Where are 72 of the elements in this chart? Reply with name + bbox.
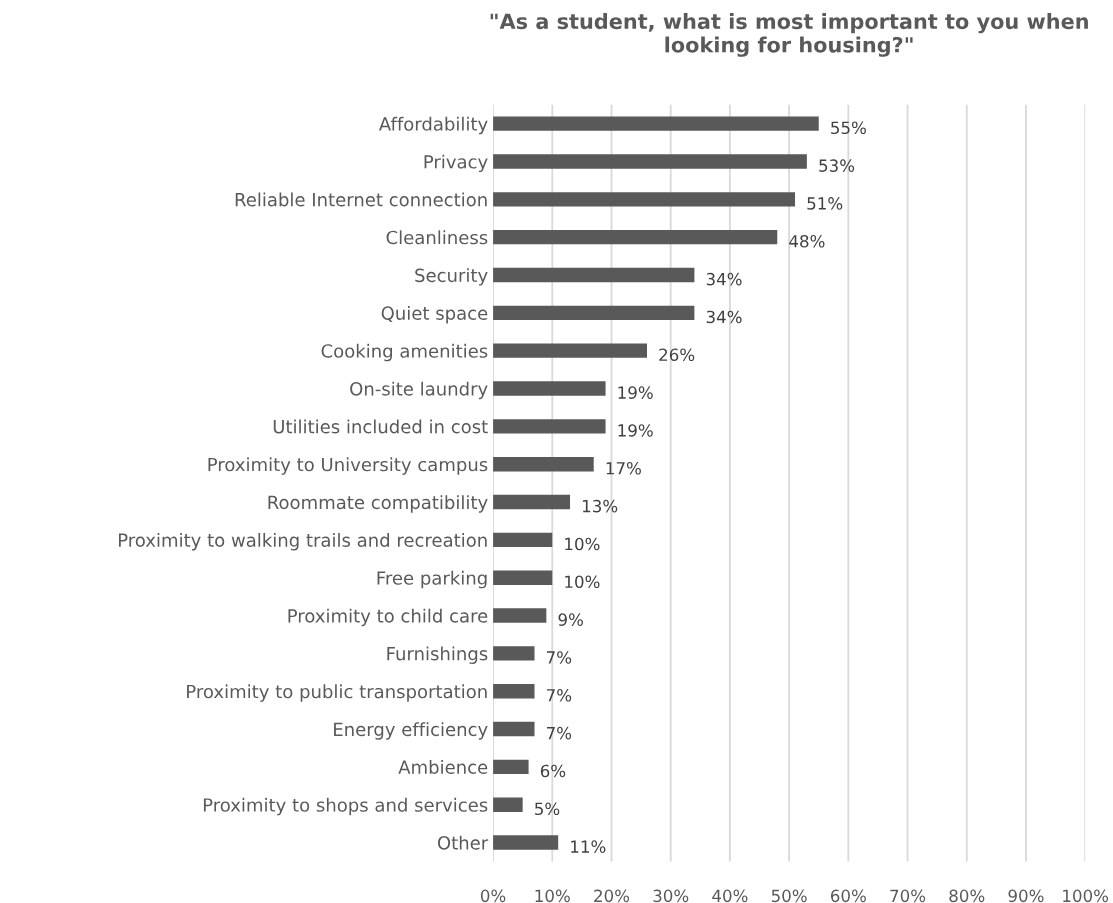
y-tick-label: Privacy [424,154,488,173]
y-tick-label: Proximity to shops and services [203,797,488,816]
y-tick-label: Proximity to child care [288,608,488,627]
data-label: 10% [565,575,600,589]
data-label: 19% [618,386,653,399]
y-tick-label: Energy efficiency [334,722,488,740]
data-label: 53% [819,159,855,172]
bar [493,343,648,358]
y-tick-label: Cooking amenities [321,343,488,362]
bar [493,267,695,283]
x-tick-label: 90% [1008,889,1044,903]
y-tick-label: Free parking [377,570,487,589]
x-tick-label: 20% [594,889,630,903]
bar [493,835,559,850]
x-tick-label: 80% [949,889,985,903]
data-label: 7% [546,688,572,702]
bar [493,457,594,472]
y-tick-label: Utilities included in cost [273,419,488,434]
data-label: 34% [706,272,742,286]
x-tick-label: 70% [890,889,926,903]
data-label: 26% [659,348,695,362]
bar [493,494,571,510]
data-label: 51% [807,197,843,210]
data-label: 5% [535,802,560,816]
bar [493,154,807,169]
bar [493,570,553,585]
bar [493,419,606,434]
bar [493,608,547,623]
y-tick-label: Proximity to University campus [208,457,488,475]
x-tick-label: 30% [653,889,689,903]
data-label: 10% [565,537,600,551]
y-tick-label: Security [415,268,488,286]
y-tick-label: Cleanliness [386,230,488,245]
y-tick-label: Proximity to public transportation [187,684,487,702]
y-tick-label: Quiet space [381,305,488,324]
y-tick-label: Ambience [398,760,488,774]
x-tick-label: 0% [480,889,506,903]
bar [493,116,819,131]
bar [493,721,535,737]
data-label: 19% [618,424,653,437]
data-label: 11% [571,840,606,853]
bar [493,684,535,699]
bar [493,532,553,548]
data-label: 17% [606,461,641,475]
y-tick-label: Furnishings [387,646,488,664]
data-label: 13% [582,499,618,513]
x-tick-label: 40% [712,889,748,903]
data-label: 9% [558,613,583,626]
data-label: 34% [706,310,742,324]
data-label: 6% [540,764,566,778]
bar [493,646,535,661]
y-tick-label: Reliable Internet connection [235,192,487,207]
x-tick-label: 50% [771,889,807,903]
y-tick-label: Proximity to walking trails and recreation [118,533,487,551]
bar [493,759,529,775]
data-label: 7% [546,726,572,740]
bar [493,192,796,207]
data-label: 48% [789,234,825,248]
x-tick-label: 100% [1063,889,1109,903]
bar [493,305,695,321]
bar [493,797,523,812]
y-tick-label: Other [437,835,489,850]
chart-title: "As a student, what is most important to you when looking for housing?" [490,13,1088,57]
data-label: 55% [831,121,866,135]
y-tick-label: Affordability [378,116,488,135]
bar [493,229,778,245]
bar [493,381,606,396]
x-tick-label: 60% [830,889,866,903]
x-tick-label: 10% [535,889,570,903]
data-label: 7% [546,651,572,664]
y-tick-label: Roommate compatibility [268,495,488,513]
y-tick-label: On-site laundry [350,381,488,400]
